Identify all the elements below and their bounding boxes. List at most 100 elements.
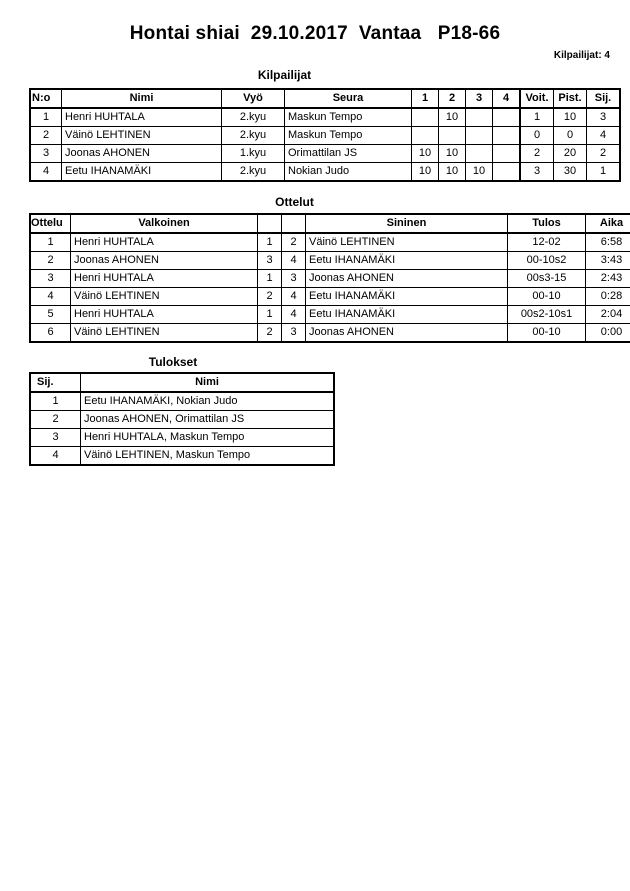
cell-match-3 [465, 144, 493, 163]
cell-belt: 2.kyu [221, 107, 285, 127]
cell-white-no: 1 [257, 232, 282, 252]
cell-club: Nokian Judo [284, 162, 412, 182]
section-heading-competitors: Kilpailijat [257, 68, 312, 82]
column-header-name: Nimi [80, 372, 335, 393]
cell-wins: 1 [519, 107, 554, 127]
cell-name: Henri HUHTALA, Maskun Tempo [80, 428, 335, 447]
cell-no: 4 [29, 162, 62, 182]
cell-blue: Eetu IHANAMÄKI [305, 287, 508, 306]
cell-time: 3:43 [585, 251, 630, 270]
cell-blue: Eetu IHANAMÄKI [305, 251, 508, 270]
cell-blue-no: 3 [281, 323, 306, 343]
cell-rank: 2 [586, 144, 621, 163]
cell-points: 30 [553, 162, 587, 182]
cell-rank: 2 [29, 410, 81, 429]
competitor-count-label: Kilpailijat: 4 [553, 50, 610, 61]
table-row: 2 Joonas AHONEN, Orimattilan JS [29, 410, 335, 429]
cell-name: Henri HUHTALA [61, 107, 222, 127]
cell-blue: Väinö LEHTINEN [305, 232, 508, 252]
table-row: 1 Henri HUHTALA 2.kyu Maskun Tempo 10 1 … [29, 107, 621, 127]
cell-match-2: 10 [438, 162, 466, 182]
cell-white: Henri HUHTALA [70, 305, 258, 324]
column-header-points: Pist. [553, 88, 587, 109]
table-row: 3 Joonas AHONEN 1.kyu Orimattilan JS 10 … [29, 144, 621, 163]
results-table: Sij. Nimi 1 Eetu IHANAMÄKI, Nokian Judo … [29, 372, 335, 466]
page-title: Hontai shiai 29.10.2017 Vantaa P18-66 [129, 23, 501, 44]
cell-blue: Joonas AHONEN [305, 323, 508, 343]
table-row: 5 Henri HUHTALA 1 4 Eetu IHANAMÄKI 00s2-… [29, 305, 630, 324]
cell-white: Henri HUHTALA [70, 232, 258, 252]
table-header-row: Sij. Nimi [29, 372, 335, 393]
cell-time: 2:43 [585, 269, 630, 288]
cell-white-no: 1 [257, 269, 282, 288]
table-header-row: Ottelu Valkoinen Sininen Tulos Aika [29, 213, 630, 234]
cell-result: 00-10s2 [507, 251, 586, 270]
cell-club: Orimattilan JS [284, 144, 412, 163]
table-header-row: N:o Nimi Vyö Seura 1 2 3 4 Voit. Pist. S… [29, 88, 621, 109]
cell-wins: 0 [519, 126, 554, 145]
cell-blue-no: 3 [281, 269, 306, 288]
cell-match-no: 1 [29, 232, 71, 252]
column-header-match-4: 4 [492, 88, 521, 109]
cell-result: 00-10 [507, 323, 586, 343]
cell-no: 3 [29, 144, 62, 163]
cell-match-3: 10 [465, 162, 493, 182]
cell-match-no: 6 [29, 323, 71, 343]
cell-white: Väinö LEHTINEN [70, 287, 258, 306]
cell-blue-no: 4 [281, 251, 306, 270]
cell-club: Maskun Tempo [284, 126, 412, 145]
cell-match-4 [492, 126, 521, 145]
cell-match-2: 10 [438, 144, 466, 163]
cell-match-2 [438, 126, 466, 145]
cell-time: 0:28 [585, 287, 630, 306]
cell-white-no: 2 [257, 287, 282, 306]
table-row: 6 Väinö LEHTINEN 2 3 Joonas AHONEN 00-10… [29, 323, 630, 343]
cell-blue-no: 4 [281, 305, 306, 324]
cell-points: 0 [553, 126, 587, 145]
cell-blue-no: 2 [281, 232, 306, 252]
cell-blue: Eetu IHANAMÄKI [305, 305, 508, 324]
table-row: 3 Henri HUHTALA 1 3 Joonas AHONEN 00s3-1… [29, 269, 630, 288]
cell-match-4 [492, 107, 521, 127]
cell-points: 10 [553, 107, 587, 127]
column-header-blue: Sininen [305, 213, 508, 234]
cell-name: Eetu IHANAMÄKI [61, 162, 222, 182]
cell-name: Eetu IHANAMÄKI, Nokian Judo [80, 391, 335, 411]
cell-no: 2 [29, 126, 62, 145]
competitors-table: N:o Nimi Vyö Seura 1 2 3 4 Voit. Pist. S… [29, 88, 621, 182]
cell-match-1: 10 [411, 162, 439, 182]
cell-time: 6:58 [585, 232, 630, 252]
column-header-wins: Voit. [519, 88, 554, 109]
cell-points: 20 [553, 144, 587, 163]
cell-match-1: 10 [411, 144, 439, 163]
cell-white-no: 3 [257, 251, 282, 270]
cell-wins: 3 [519, 162, 554, 182]
column-header-club: Seura [284, 88, 412, 109]
column-header-name: Nimi [61, 88, 222, 109]
cell-match-3 [465, 107, 493, 127]
column-header-match-3: 3 [465, 88, 493, 109]
cell-rank: 4 [586, 126, 621, 145]
cell-match-4 [492, 162, 521, 182]
cell-match-no: 4 [29, 287, 71, 306]
table-row: 4 Väinö LEHTINEN, Maskun Tempo [29, 446, 335, 466]
table-row: 2 Väinö LEHTINEN 2.kyu Maskun Tempo 0 0 … [29, 126, 621, 145]
cell-match-no: 3 [29, 269, 71, 288]
cell-result: 00s3-15 [507, 269, 586, 288]
cell-match-2: 10 [438, 107, 466, 127]
column-header-match: Ottelu [29, 213, 71, 234]
column-header-time: Aika [585, 213, 630, 234]
cell-time: 2:04 [585, 305, 630, 324]
cell-name: Joonas AHONEN, Orimattilan JS [80, 410, 335, 429]
cell-blue: Joonas AHONEN [305, 269, 508, 288]
column-header-blue-no [281, 213, 306, 234]
column-header-white-no [257, 213, 282, 234]
column-header-no: N:o [29, 88, 62, 109]
table-row: 1 Eetu IHANAMÄKI, Nokian Judo [29, 391, 335, 411]
cell-belt: 2.kyu [221, 126, 285, 145]
cell-blue-no: 4 [281, 287, 306, 306]
cell-match-1 [411, 107, 439, 127]
cell-club: Maskun Tempo [284, 107, 412, 127]
cell-rank: 1 [29, 391, 81, 411]
cell-belt: 1.kyu [221, 144, 285, 163]
